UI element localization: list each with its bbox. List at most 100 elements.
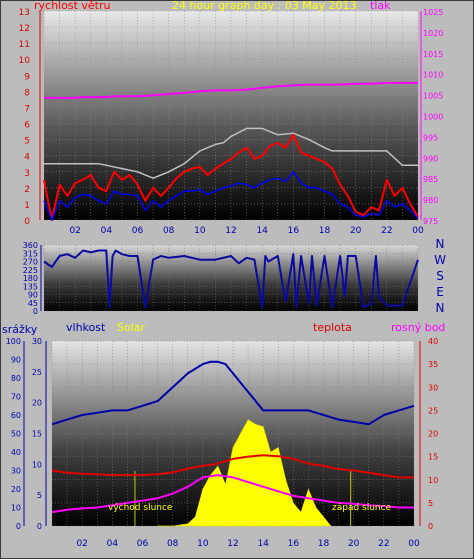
wind-speed-tick-label: 10 (19, 56, 31, 66)
wind-speed-tick-label: 2 (24, 185, 30, 195)
pressure-tick-label: 1005 (423, 92, 443, 101)
pressure-tick-label: 1010 (423, 71, 443, 80)
temperature-tick-label: 20 (428, 430, 438, 439)
rain-tick-label: 0 (16, 522, 21, 531)
weather-x-tick-label: 16 (288, 539, 300, 549)
direction-tick-label: 360 (23, 241, 38, 250)
compass-label: E (436, 285, 444, 299)
wind-speed-tick-label: 3 (24, 169, 30, 179)
direction-tick-label: 135 (23, 282, 38, 291)
rain-tick-label: 30 (11, 467, 21, 476)
weather-series-dewpoint-line (51, 474, 414, 514)
weather-x-tick-label: 12 (227, 539, 238, 549)
humidity-tick-label: 20 (32, 399, 42, 408)
temperature-tick-label: 30 (428, 383, 438, 392)
rain-tick-label: 90 (11, 356, 21, 365)
weather-x-tick-label: 04 (107, 539, 119, 549)
wind-x-tick-label: 00 (412, 226, 424, 236)
wind-speed-tick-label: 4 (24, 153, 30, 163)
wind-x-tick-label: 08 (163, 226, 175, 236)
pressure-tick-label: 975 (423, 217, 438, 226)
pressure-tick-label: 1020 (423, 29, 443, 38)
wind-x-tick-label: 20 (350, 226, 362, 236)
dewpoint-label: rosný bod (391, 321, 445, 334)
wind-speed-tick-label: 12 (19, 24, 30, 34)
wind-speed-tick-label: 7 (24, 104, 30, 114)
wind-x-tick-label: 16 (288, 226, 300, 236)
wind-speed-tick-label: 5 (24, 137, 30, 147)
pressure-tick-label: 985 (423, 175, 438, 184)
rain-tick-label: 20 (11, 485, 21, 494)
humidity-tick-label: 15 (32, 430, 42, 439)
wind-x-tick-label: 06 (132, 226, 144, 236)
direction-series (43, 249, 419, 309)
weather-series (51, 360, 415, 527)
wind-series (43, 81, 419, 221)
wind-speed-tick-label: 9 (24, 72, 30, 82)
temperature-tick-label: 35 (428, 360, 438, 369)
wind-speed-tick-label: 6 (24, 121, 30, 131)
rain-tick-label: 50 (11, 430, 21, 439)
wind-x-tick-label: 22 (381, 226, 392, 236)
weather-grid (51, 340, 415, 527)
temperature-label: teplota (313, 321, 352, 334)
rain-tick-label: 70 (11, 393, 21, 402)
wind-x-tick-label: 02 (69, 226, 80, 236)
weather-x-tick-label: 22 (378, 539, 389, 549)
rain-tick-label: 80 (11, 374, 21, 383)
humidity-tick-label: 10 (32, 460, 42, 469)
rain-tick-label: 60 (11, 411, 21, 420)
temperature-tick-label: 25 (428, 406, 438, 415)
compass-label: N (436, 301, 445, 315)
compass-label: N (436, 237, 445, 251)
pressure-tick-label: 990 (423, 154, 438, 163)
wind-x-tick-label: 14 (256, 226, 268, 236)
temperature-tick-label: 10 (428, 476, 438, 485)
pressure-label: tlak (370, 0, 391, 12)
direction-tick-label: 0 (33, 307, 38, 316)
pressure-tick-label: 1025 (423, 8, 443, 17)
compass-label: W (434, 253, 446, 267)
pressure-tick-label: 980 (423, 196, 438, 205)
weather-x-tick-label: 06 (137, 539, 149, 549)
wind-speed-tick-label: 1 (24, 201, 30, 211)
rain-label: srážky (2, 323, 38, 336)
direction-tick-label: 90 (28, 291, 38, 300)
weather-x-tick-label: 10 (197, 539, 209, 549)
direction-tick-label: 45 (28, 299, 38, 308)
chart-title: 24 hour graph day : 03 May 2013 (172, 0, 357, 12)
wind-x-tick-label: 10 (194, 226, 206, 236)
pressure-tick-label: 1000 (423, 113, 443, 122)
rain-tick-label: 40 (11, 448, 21, 457)
rain-tick-label: 100 (6, 337, 21, 346)
wind-speed-tick-label: 11 (19, 40, 30, 50)
temperature-tick-label: 40 (428, 337, 438, 346)
wind-series-avg-line (43, 171, 419, 221)
solar-area (157, 419, 332, 527)
pressure-tick-label: 1015 (423, 50, 443, 59)
wind-grid (43, 10, 419, 221)
wind-speed-tick-label: 13 (19, 8, 30, 18)
humidity-tick-label: 5 (37, 491, 42, 500)
temperature-tick-label: 0 (428, 522, 433, 531)
wind-speed-label: rychlost větru (34, 0, 110, 12)
direction-tick-label: 270 (23, 258, 38, 267)
wind-x-tick-label: 04 (101, 226, 113, 236)
weather-x-tick-label: 00 (408, 539, 420, 549)
direction-tick-label: 225 (23, 266, 38, 275)
direction-tick-label: 315 (23, 249, 38, 258)
weather-series-temperature-line (51, 454, 414, 479)
wind-speed-tick-label: 8 (24, 88, 30, 98)
direction-series-line (43, 249, 419, 309)
weather-series-humidity-line (51, 360, 415, 426)
wind-series-gray-line (44, 127, 418, 179)
temperature-tick-label: 15 (428, 453, 438, 462)
weather-x-tick-label: 08 (167, 539, 179, 549)
compass-label: S (436, 269, 444, 283)
direction-tick-label: 180 (23, 274, 38, 283)
weather-x-tick-label: 14 (257, 539, 269, 549)
weather-x-tick-label: 20 (348, 539, 360, 549)
sunset-label: západ slunce (332, 503, 392, 513)
